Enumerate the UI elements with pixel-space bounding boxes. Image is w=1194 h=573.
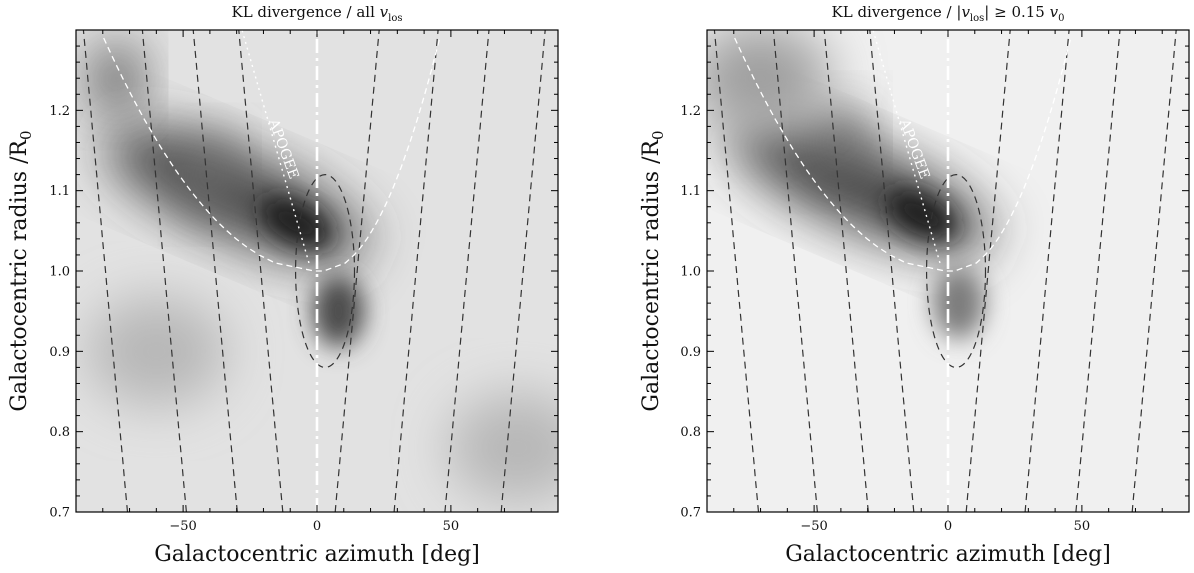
- y-tick-label: 0.9: [680, 345, 701, 360]
- x-tick-label: 50: [1074, 519, 1091, 534]
- right-y-axis-label: Galactocentric radius /R0: [639, 130, 667, 411]
- apogee-direction: [241, 30, 310, 264]
- right-x-axis-label: Galactocentric azimuth [deg]: [785, 542, 1111, 567]
- contour-line: [965, 30, 1011, 512]
- y-tick-label: 1.2: [680, 104, 701, 119]
- x-tick-label: 50: [443, 519, 460, 534]
- heatmap-region: [90, 42, 143, 115]
- contour-line: [1131, 30, 1177, 512]
- y-tick-label: 0.9: [49, 345, 70, 360]
- contour-line: [334, 30, 380, 512]
- heatmap-region: [814, 106, 867, 179]
- heatmap-peak: [260, 197, 331, 248]
- x-tick-label: −50: [169, 519, 196, 534]
- heatmap-region: [707, 30, 831, 134]
- heatmap-region: [447, 392, 558, 503]
- apogee-boundary: [103, 37, 441, 272]
- contour-line: [238, 30, 284, 512]
- right-panel-title: KL divergence / |vlos| ≥ 0.15 v0: [832, 3, 1065, 24]
- left-panel-title: KL divergence / all vlos: [231, 3, 402, 24]
- contour-line: [823, 30, 869, 512]
- apogee-boundary: [734, 37, 1072, 272]
- contour-line: [393, 30, 439, 512]
- contour-line: [444, 30, 490, 512]
- left-x-axis-label: Galactocentric azimuth [deg]: [154, 542, 480, 567]
- x-tick-label: 0: [944, 519, 952, 534]
- left-y-axis-label: Galactocentric radius /R0: [7, 130, 35, 411]
- heatmap-region: [932, 267, 985, 340]
- contour-line: [869, 30, 915, 512]
- contour-loop: [294, 174, 356, 369]
- y-tick-label: 1.0: [49, 265, 70, 280]
- y-tick-label: 0.8: [680, 425, 701, 440]
- heatmap-peak: [886, 189, 957, 240]
- y-tick-label: 0.8: [49, 425, 70, 440]
- left-panel: KL divergence / all vlos APOGEE−50 0 500.7…: [7, 3, 559, 567]
- right-panel: KL divergence / |vlos| ≥ 0.15 v0 APOGEE−…: [639, 3, 1190, 567]
- contour-line: [141, 30, 187, 512]
- contour-line: [1024, 30, 1070, 512]
- heatmap-region: [312, 275, 365, 348]
- x-tick-label: 0: [313, 519, 321, 534]
- heatmap-region: [86, 296, 227, 407]
- contour-line: [500, 30, 546, 512]
- apogee-direction: [872, 30, 941, 264]
- x-tick-label: −50: [800, 519, 827, 534]
- contour-line: [772, 30, 818, 512]
- y-tick-label: 0.7: [680, 506, 701, 521]
- contour-loop: [925, 174, 987, 369]
- left-heatmap: APOGEE−50 0 500.70.80.91.01.11.2: [49, 29, 559, 534]
- contour-line: [713, 30, 760, 512]
- y-tick-label: 1.1: [49, 184, 70, 199]
- y-tick-label: 1.2: [49, 104, 70, 119]
- y-tick-label: 0.7: [49, 506, 70, 521]
- y-tick-label: 1.0: [680, 265, 701, 280]
- contour-line: [192, 30, 238, 512]
- contour-line: [1075, 30, 1121, 512]
- right-heatmap: APOGEE−50 0 500.70.80.91.01.11.2: [680, 29, 1190, 534]
- heatmap-region: [183, 138, 236, 211]
- contour-line: [82, 30, 129, 512]
- y-tick-label: 1.1: [680, 184, 701, 199]
